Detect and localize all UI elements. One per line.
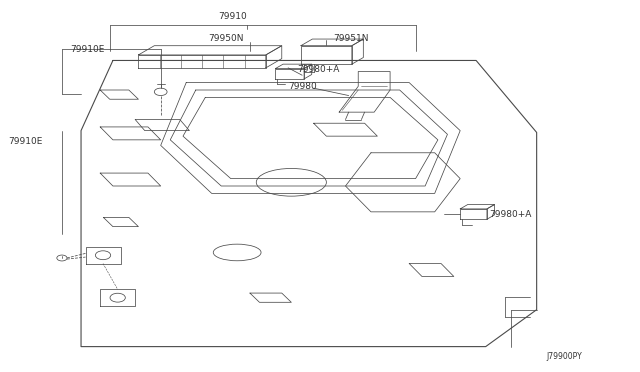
Text: 79980+A: 79980+A (489, 209, 531, 219)
Text: 79910E: 79910E (8, 137, 42, 146)
Text: 79980: 79980 (288, 82, 317, 91)
Text: 79951N: 79951N (333, 34, 368, 43)
Text: 79950N: 79950N (209, 34, 244, 43)
Text: 79910E: 79910E (70, 45, 104, 54)
Text: 79980+A: 79980+A (298, 65, 340, 74)
Text: 79910: 79910 (218, 12, 247, 22)
Text: J79900PY: J79900PY (546, 352, 582, 361)
